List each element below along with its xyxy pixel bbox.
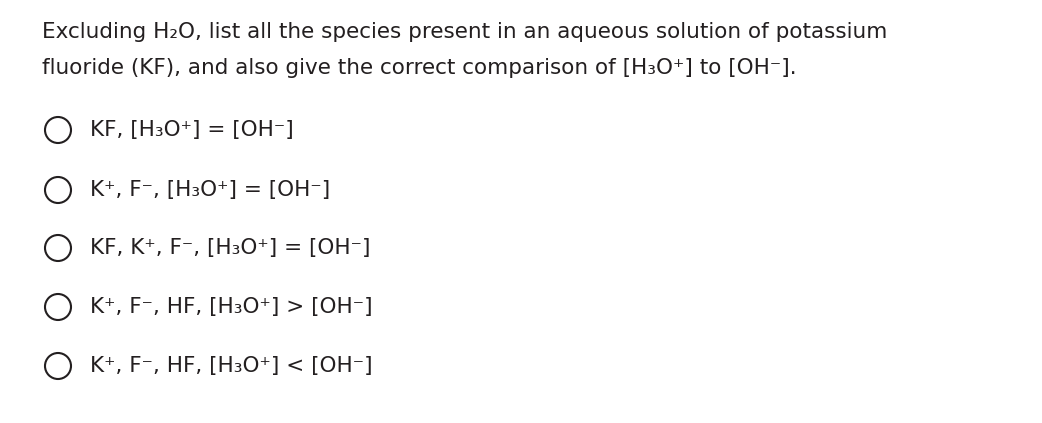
Text: KF, [H₃O⁺] = [OH⁻]: KF, [H₃O⁺] = [OH⁻] xyxy=(90,120,294,140)
Text: Excluding H₂O, list all the species present in an aqueous solution of potassium: Excluding H₂O, list all the species pres… xyxy=(42,22,888,42)
Text: fluoride (KF), and also give the correct comparison of [H₃O⁺] to [OH⁻].: fluoride (KF), and also give the correct… xyxy=(42,58,797,78)
Text: K⁺, F⁻, HF, [H₃O⁺] > [OH⁻]: K⁺, F⁻, HF, [H₃O⁺] > [OH⁻] xyxy=(90,297,373,317)
Text: KF, K⁺, F⁻, [H₃O⁺] = [OH⁻]: KF, K⁺, F⁻, [H₃O⁺] = [OH⁻] xyxy=(90,238,371,258)
Text: K⁺, F⁻, HF, [H₃O⁺] < [OH⁻]: K⁺, F⁻, HF, [H₃O⁺] < [OH⁻] xyxy=(90,356,373,376)
Text: K⁺, F⁻, [H₃O⁺] = [OH⁻]: K⁺, F⁻, [H₃O⁺] = [OH⁻] xyxy=(90,180,330,200)
